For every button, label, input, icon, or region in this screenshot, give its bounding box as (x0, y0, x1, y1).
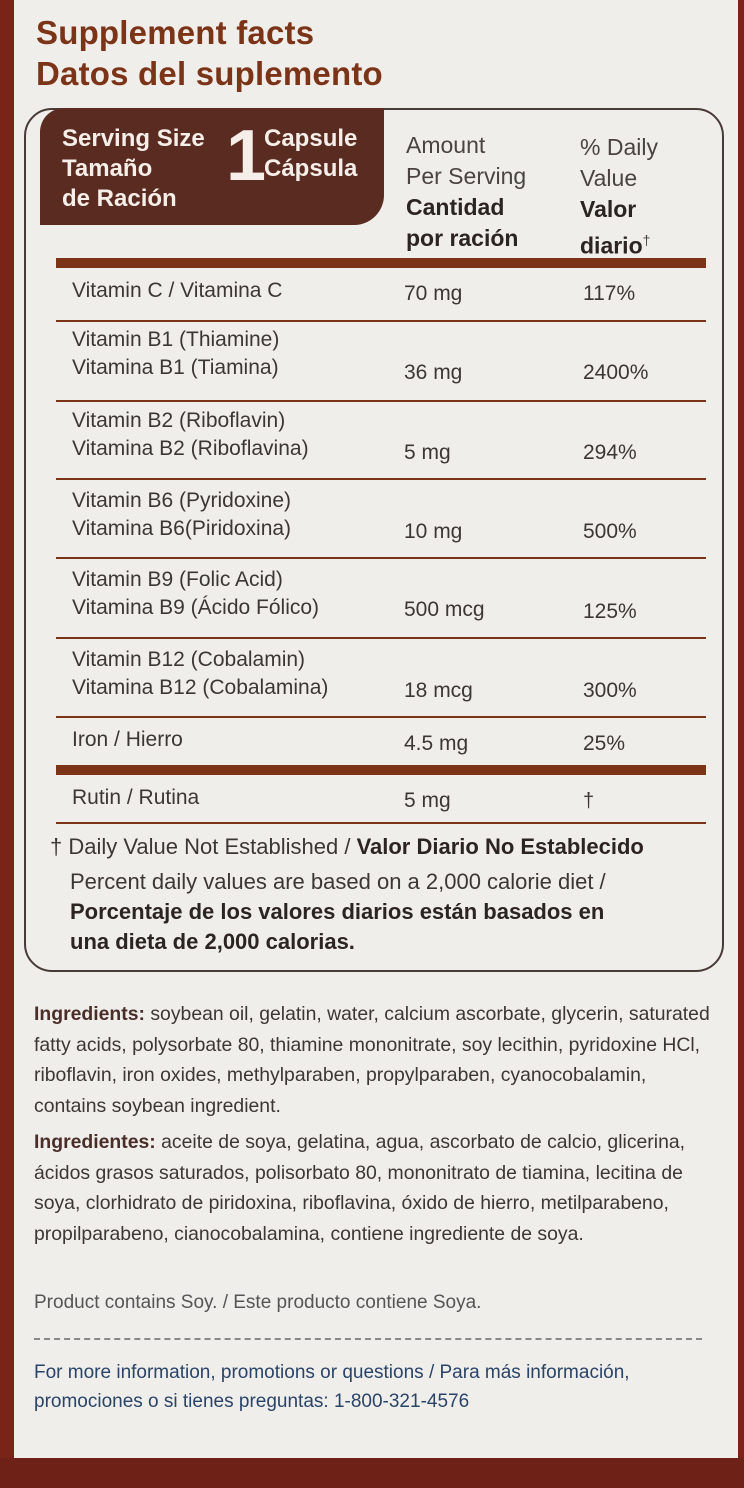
nutrient-dv: 300% (583, 679, 637, 702)
ingredients-es-label: Ingredientes: (34, 1131, 156, 1153)
nutrient-name: Rutin / Rutina (72, 786, 200, 809)
soy-notice: Product contains Soy. / Este producto co… (34, 1292, 482, 1313)
amount-header-es-1: Cantidad (406, 194, 505, 220)
ingredients-es-text: aceite de soya, gelatina, agua, ascorbat… (34, 1131, 686, 1245)
ingredients-en-label: Ingredients: (34, 1003, 145, 1025)
dashed-divider (34, 1338, 702, 1340)
dv-note-es: Valor Diario No Establecido (356, 834, 644, 859)
nutrient-name: Vitamin B1 (Thiamine) (72, 328, 280, 351)
nutrient-amount: 70 mg (404, 282, 463, 305)
ingredients-en-text: soybean oil, gelatin, water, calcium asc… (34, 1003, 710, 1117)
nutrient-name-es: Vitamina B12 (Cobalamina) (72, 676, 329, 699)
nutrient-name: Iron / Hierro (72, 728, 183, 751)
row-divider (56, 716, 706, 718)
dv-header-es-1: Valor (580, 196, 637, 222)
percent-note-es-1-text: Porcentaje de los valores diarios están … (70, 899, 605, 924)
dv-header-mark: † (642, 232, 651, 248)
nutrient-amount: 5 mg (404, 441, 451, 464)
dv-note-en: Daily Value Not Established / (68, 834, 357, 859)
contact-info: For more information, promotions or ques… (34, 1358, 630, 1416)
row-divider (56, 557, 706, 559)
nutrient-name: Vitamin B6 (Pyridoxine) (72, 489, 292, 512)
row-divider (56, 478, 706, 480)
nutrient-amount: 4.5 mg (404, 732, 469, 755)
nutrient-name-es: Vitamina B6(Piridoxina) (72, 517, 292, 540)
dv-header-es-2: diario (580, 232, 643, 259)
ingredients-en: Ingredients: soybean oil, gelatin, water… (34, 999, 720, 1121)
serving-label-es-2: de Ración (62, 185, 177, 212)
amount-header-en-1: Amount (406, 132, 486, 158)
serving-label-es-1: Tamaño (62, 155, 153, 182)
amount-header: Amount Per Serving Cantidad por ración (406, 130, 526, 254)
nutrient-name: Vitamin B2 (Riboflavin) (72, 409, 286, 432)
package-edge (0, 1458, 744, 1488)
daily-value-header: % Daily Value Valor diario† (580, 132, 658, 262)
title-en: Supplement facts (36, 14, 315, 51)
nutrient-amount: 36 mg (404, 361, 463, 384)
dagger-mark: † (50, 834, 63, 859)
nutrient-dv: 125% (583, 600, 637, 623)
row-divider (56, 822, 706, 824)
contact-line-2: promociones o si tienes preguntas: 1-800… (34, 1391, 470, 1412)
header-rule (56, 258, 706, 268)
amount-header-es-2: por ración (406, 225, 519, 251)
dv-header-en-1: % Daily (580, 134, 658, 160)
nutrient-amount: 18 mcg (404, 679, 473, 702)
nutrient-name-es: Vitamina B1 (Tiamina) (72, 356, 279, 379)
title-es: Datos del suplemento (36, 55, 383, 92)
nutrient-dv: 294% (583, 441, 637, 464)
nutrient-amount: 5 mg (404, 789, 451, 812)
amount-header-en-2: Per Serving (406, 163, 527, 189)
nutrient-dv: 500% (583, 520, 637, 543)
percent-note-en: Percent daily values are based on a 2,00… (70, 869, 606, 894)
row-divider (56, 637, 706, 639)
serving-size-block: Serving Size Tamaño de Ración 1 Capsule … (40, 108, 384, 225)
serving-unit-en: Capsule (264, 125, 358, 152)
serving-label-en: Serving Size (62, 125, 205, 152)
nutrient-dv: 117% (583, 282, 636, 305)
serving-unit-es: Cápsula (264, 155, 358, 182)
nutrient-amount: 10 mg (404, 520, 463, 543)
serving-number: 1 (226, 116, 267, 196)
contact-line-1: For more information, promotions or ques… (34, 1362, 630, 1383)
nutrient-name-es: Vitamina B9 (Ácido Fólico) (72, 596, 320, 619)
dv-footnote: † Daily Value Not Established / Valor Di… (50, 832, 644, 862)
nutrient-amount: 500 mcg (404, 598, 485, 621)
nutrient-name-es: Vitamina B2 (Riboflavina) (72, 437, 309, 460)
nutrient-name: Vitamin C / Vitamina C (72, 279, 283, 302)
nutrient-dv: 25% (583, 732, 626, 755)
section-rule (56, 765, 706, 775)
row-divider (56, 320, 706, 322)
percent-note-es-2-text: una dieta de 2,000 calorias. (70, 929, 355, 954)
nutrient-name: Vitamin B12 (Cobalamin) (72, 648, 306, 671)
label-panel (14, 0, 738, 1458)
nutrient-dv: 2400% (583, 361, 649, 384)
dv-header-en-2: Value (580, 165, 638, 191)
nutrient-name: Vitamin B9 (Folic Acid) (72, 568, 283, 591)
row-divider (56, 400, 706, 402)
percent-note-es-2: una dieta de 2,000 calorias. (70, 927, 355, 957)
ingredients-es: Ingredientes: aceite de soya, gelatina, … (34, 1127, 720, 1249)
nutrient-dv-mark: † (583, 790, 595, 812)
percent-note-es-1: Porcentaje de los valores diarios están … (70, 897, 604, 927)
